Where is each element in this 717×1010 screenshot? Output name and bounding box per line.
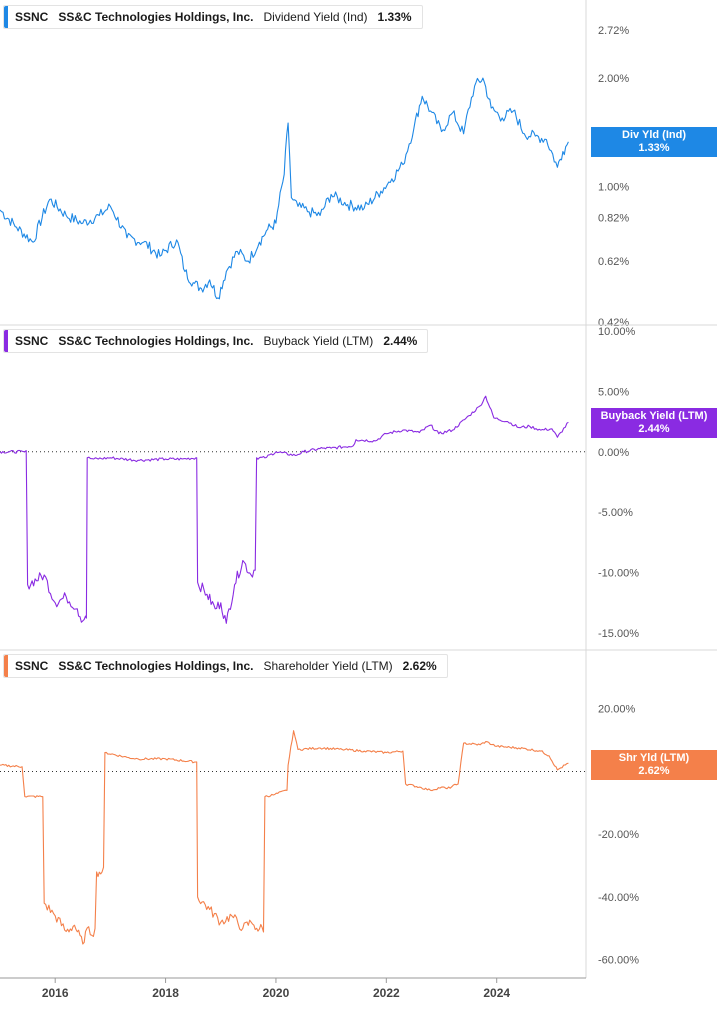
buyback-value: 2.44%: [383, 334, 418, 348]
dividend-ticker: SSNC: [15, 10, 49, 24]
dividend-yield-legend[interactable]: SSNC SS&C Technologies Holdings, Inc. Di…: [3, 5, 423, 29]
buyback-y-tick-label: -15.00%: [598, 628, 639, 640]
buyback-y-tick-label: 10.00%: [598, 326, 636, 338]
dividend-company: SS&C Technologies Holdings, Inc.: [58, 10, 254, 24]
dividend-color-bar: [4, 6, 8, 28]
shareholder-y-tick-label: 20.00%: [598, 704, 636, 716]
shareholder-metric: Shareholder Yield (LTM): [263, 659, 393, 673]
buyback-badge-title: Buyback Yield (LTM): [600, 410, 708, 422]
dividend-y-tick-label: 0.42%: [598, 317, 629, 329]
shareholder-y-tick-label: -40.00%: [598, 892, 639, 904]
dividend-series-line: [0, 77, 569, 300]
dividend-badge-value: 1.33%: [638, 142, 670, 154]
dividend-badge-title: Div Yld (Ind): [622, 129, 686, 141]
dividend-y-tick-label: 2.72%: [598, 25, 629, 37]
shareholder-company: SS&C Technologies Holdings, Inc.: [58, 659, 254, 673]
buyback-series-line: [0, 395, 569, 624]
buyback-y-tick-label: -5.00%: [598, 507, 633, 519]
shareholder-series-line: [0, 730, 569, 945]
buyback-badge: Buyback Yield (LTM) 2.44%: [591, 408, 717, 438]
x-tick-label: 2020: [263, 986, 290, 1000]
buyback-company: SS&C Technologies Holdings, Inc.: [58, 334, 254, 348]
shareholder-y-tick-label: -60.00%: [598, 955, 639, 967]
x-tick-label: 2022: [373, 986, 400, 1000]
dividend-value: 1.33%: [377, 10, 412, 24]
x-tick-label: 2018: [152, 986, 179, 1000]
dividend-y-tick-label: 0.62%: [598, 256, 629, 268]
buyback-yield-legend[interactable]: SSNC SS&C Technologies Holdings, Inc. Bu…: [3, 329, 429, 353]
buyback-y-tick-label: -10.00%: [598, 568, 639, 580]
dividend-y-tick-label: 0.82%: [598, 212, 629, 224]
buyback-metric: Buyback Yield (LTM): [263, 334, 374, 348]
buyback-y-tick-label: 5.00%: [598, 386, 629, 398]
shareholder-badge: Shr Yld (LTM) 2.62%: [591, 750, 717, 780]
shareholder-y-tick-label: -20.00%: [598, 829, 639, 841]
x-tick-label: 2016: [42, 986, 69, 1000]
buyback-ticker: SSNC: [15, 334, 49, 348]
dividend-metric: Dividend Yield (Ind): [263, 10, 368, 24]
buyback-color-bar: [4, 330, 8, 352]
shareholder-badge-value: 2.62%: [638, 765, 670, 777]
dividend-badge: Div Yld (Ind) 1.33%: [591, 127, 717, 157]
buyback-badge-value: 2.44%: [638, 423, 670, 435]
shareholder-value: 2.62%: [402, 659, 437, 673]
buyback-y-tick-label: 0.00%: [598, 447, 629, 459]
shareholder-yield-legend[interactable]: SSNC SS&C Technologies Holdings, Inc. Sh…: [3, 654, 448, 678]
shareholder-color-bar: [4, 655, 8, 677]
dividend-y-tick-label: 1.00%: [598, 181, 629, 193]
shareholder-ticker: SSNC: [15, 659, 49, 673]
shareholder-badge-title: Shr Yld (LTM): [618, 752, 690, 764]
x-tick-label: 2024: [483, 986, 510, 1000]
dividend-y-tick-label: 2.00%: [598, 73, 629, 85]
